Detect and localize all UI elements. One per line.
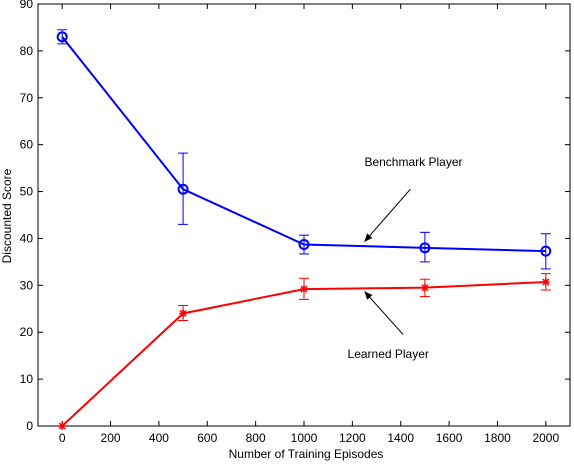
- y-tick-label: 30: [20, 278, 34, 292]
- annotation: Benchmark Player: [364, 155, 463, 243]
- x-tick-label: 1200: [339, 431, 366, 445]
- data-point: [177, 183, 189, 195]
- series-line: [61, 36, 546, 253]
- ticks: 0 200 400 600 800 1000 1200 1400 1600 1800 2000 0 10…: [20, 0, 570, 445]
- y-axis-label: Discounted Score: [0, 168, 14, 263]
- y-tick-label: 10: [20, 372, 34, 386]
- x-tick-label: 800: [246, 431, 266, 445]
- x-tick-label: 0: [59, 431, 66, 445]
- x-tick-label: 200: [101, 431, 121, 445]
- x-tick-label: 400: [149, 431, 169, 445]
- data-point: [179, 309, 188, 318]
- x-tick-label: 1800: [484, 431, 511, 445]
- plot-frame: [37, 3, 571, 427]
- y-tick-label: 80: [20, 44, 34, 58]
- data-point: [541, 278, 550, 287]
- annotation-label: Benchmark Player: [364, 155, 462, 169]
- data-point: [540, 245, 552, 257]
- series-learned-player: [58, 273, 551, 430]
- annotation-arrow-head: [364, 233, 373, 242]
- axes: [37, 3, 571, 427]
- data-point: [298, 239, 310, 251]
- data-point: [56, 31, 68, 43]
- series-line: [61, 281, 546, 427]
- annotation-arrow-head: [364, 291, 373, 300]
- data-point: [419, 242, 431, 254]
- series-benchmark-player: [56, 29, 552, 270]
- data-point: [58, 422, 67, 430]
- y-tick-label: 40: [20, 231, 34, 245]
- y-tick-label: 0: [26, 419, 33, 433]
- x-tick-label: 600: [197, 431, 217, 445]
- x-tick-label: 1000: [291, 431, 318, 445]
- y-tick-label: 20: [20, 325, 34, 339]
- data-point: [300, 285, 308, 294]
- annotation-arrow-line: [364, 291, 404, 335]
- y-tick-label: 50: [20, 185, 34, 199]
- y-tick-label: 60: [20, 138, 34, 152]
- series: [56, 29, 552, 430]
- data-point: [420, 283, 429, 292]
- annotation: Learned Player: [348, 291, 429, 361]
- x-tick-label: 1400: [387, 431, 414, 445]
- annotation-label: Learned Player: [348, 347, 429, 361]
- annotation-arrow-line: [364, 188, 411, 243]
- y-tick-label: 70: [20, 91, 34, 105]
- x-tick-label: 2000: [532, 431, 559, 445]
- x-tick-label: 1600: [436, 431, 463, 445]
- annotations: Benchmark Player Learned Player: [348, 155, 463, 361]
- y-tick-label: 90: [20, 0, 34, 11]
- x-axis-label: Number of Training Episodes: [229, 447, 384, 461]
